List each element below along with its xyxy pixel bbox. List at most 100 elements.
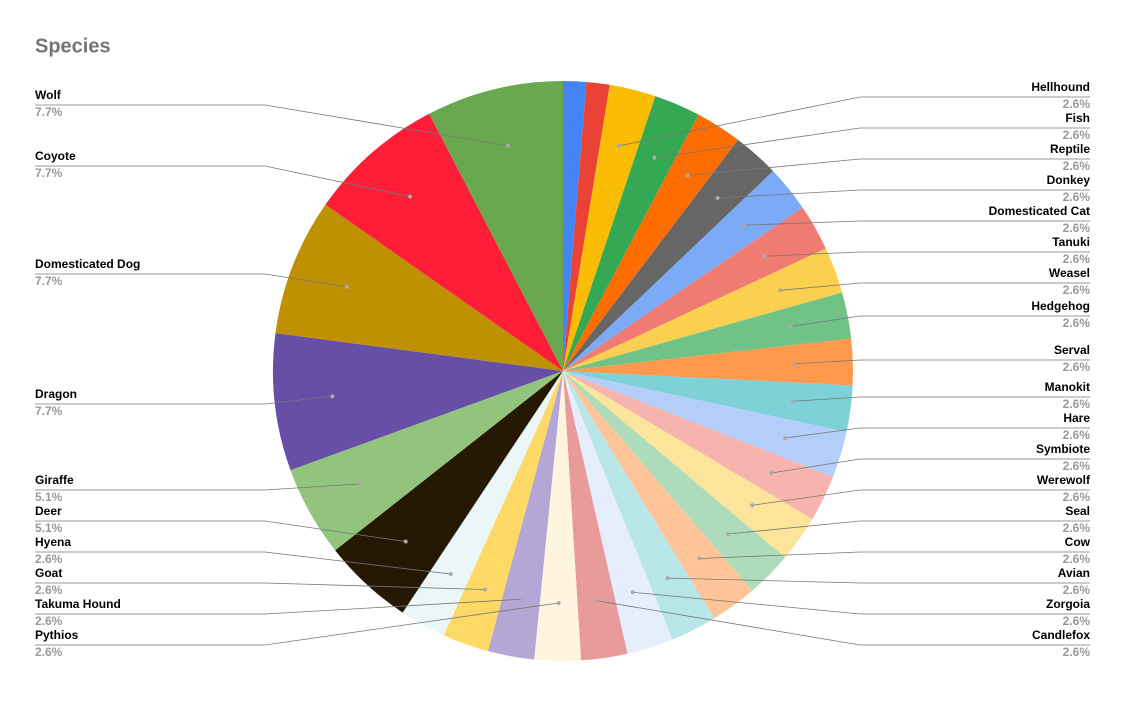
leader-line <box>699 551 1090 559</box>
pie-slice <box>563 338 854 386</box>
slice-label: Domesticated Cat <box>989 204 1090 218</box>
leader-dot <box>616 143 621 148</box>
value-label: 2.6% <box>1063 397 1091 411</box>
value-label: 7.7% <box>35 404 63 418</box>
leader-line <box>771 458 1090 474</box>
leader-line <box>717 189 1090 199</box>
leader-dot <box>715 196 720 201</box>
pie-slice <box>563 171 803 371</box>
leader-line <box>35 104 508 147</box>
pie-slice <box>563 371 813 558</box>
value-label: 7.7% <box>35 105 63 119</box>
pie-slice <box>335 371 563 613</box>
leader-line <box>35 395 333 405</box>
leader-dot <box>778 288 783 293</box>
slice-label: Hellhound <box>1031 80 1090 94</box>
value-label: 2.6% <box>1063 521 1091 535</box>
value-label: 2.6% <box>1063 360 1091 374</box>
leader-line <box>596 600 1090 646</box>
pie-slice <box>429 81 563 371</box>
leader-dot <box>750 503 755 508</box>
slice-label: Hedgehog <box>1031 299 1090 313</box>
pie-slice <box>487 371 563 660</box>
slice-label: Fish <box>1065 111 1090 125</box>
leader-line <box>792 396 1090 402</box>
pie-slice <box>563 371 753 619</box>
leader-dot <box>783 436 788 440</box>
pie-slice <box>563 371 673 654</box>
value-label: 2.6% <box>35 645 63 659</box>
pie-slice <box>443 371 563 652</box>
leader-dot <box>652 155 657 160</box>
chart-title: Species <box>35 35 111 57</box>
leader-line <box>35 551 451 575</box>
leader-line <box>35 598 522 615</box>
leader-dot <box>344 284 349 289</box>
slice-label: Pythios <box>35 628 79 642</box>
pie-slice <box>563 96 699 371</box>
leader-dot <box>630 590 635 595</box>
value-label: 7.7% <box>35 274 63 288</box>
leader-line <box>764 251 1090 257</box>
slice-label: Candlefox <box>1032 628 1090 642</box>
leader-dot <box>505 143 510 148</box>
slice-label: Dragon <box>35 387 77 401</box>
pie-slice <box>534 371 582 661</box>
value-label: 2.6% <box>1063 645 1091 659</box>
leader-dot <box>792 361 797 366</box>
pie-slice <box>273 333 563 471</box>
leader-dot <box>791 399 796 404</box>
leader-line <box>632 591 1090 615</box>
pie-slice <box>563 371 786 591</box>
slice-label: Domesticated Dog <box>35 257 140 271</box>
value-label: 2.6% <box>1063 428 1091 442</box>
pie-slice <box>563 114 739 371</box>
pie-slice <box>275 204 563 371</box>
value-label: 2.6% <box>1063 283 1091 297</box>
value-label: 2.6% <box>1063 316 1091 330</box>
leader-dot <box>358 481 363 486</box>
pie-slice <box>563 371 628 661</box>
leader-dot <box>665 576 670 581</box>
leader-line <box>35 520 406 542</box>
pie-slice <box>563 292 852 371</box>
pie-slice <box>290 371 563 551</box>
pie-slice <box>563 371 833 520</box>
slice-label: Manokit <box>1045 380 1090 394</box>
slice-label: Zorgoia <box>1046 597 1090 611</box>
slice-label: Seal <box>1065 504 1090 518</box>
leader-dot <box>788 324 793 329</box>
leader-dot <box>403 539 408 544</box>
leader-line <box>790 315 1090 327</box>
leader-dot <box>448 572 453 577</box>
value-label: 2.6% <box>1063 190 1091 204</box>
leader-dot <box>697 556 702 561</box>
leader-dot <box>726 532 731 537</box>
value-label: 2.6% <box>1063 97 1091 111</box>
pie-slice <box>563 207 826 371</box>
slice-label: Takuma Hound <box>35 597 121 611</box>
value-label: 2.6% <box>1063 221 1091 235</box>
value-label: 2.6% <box>1063 552 1091 566</box>
pie-slice <box>325 113 563 372</box>
leader-line <box>794 359 1090 365</box>
pie-slice <box>563 248 843 371</box>
leader-dot <box>408 194 413 199</box>
value-label: 5.1% <box>35 490 63 504</box>
leader-dot <box>769 470 774 475</box>
slice-label: Hyena <box>35 535 71 549</box>
leader-dot <box>519 597 524 602</box>
slice-label: Symbiote <box>1036 442 1090 456</box>
leader-line <box>35 582 486 590</box>
slice-label: Cow <box>1065 535 1091 549</box>
value-label: 2.6% <box>1063 159 1091 173</box>
slice-label: Werewolf <box>1037 473 1091 487</box>
leader-dot <box>594 598 599 603</box>
leader-dot <box>330 394 335 399</box>
leader-line <box>785 427 1090 439</box>
value-label: 2.6% <box>35 583 63 597</box>
leader-dot <box>762 254 767 259</box>
slice-label: Tanuki <box>1052 235 1090 249</box>
value-label: 5.1% <box>35 521 63 535</box>
